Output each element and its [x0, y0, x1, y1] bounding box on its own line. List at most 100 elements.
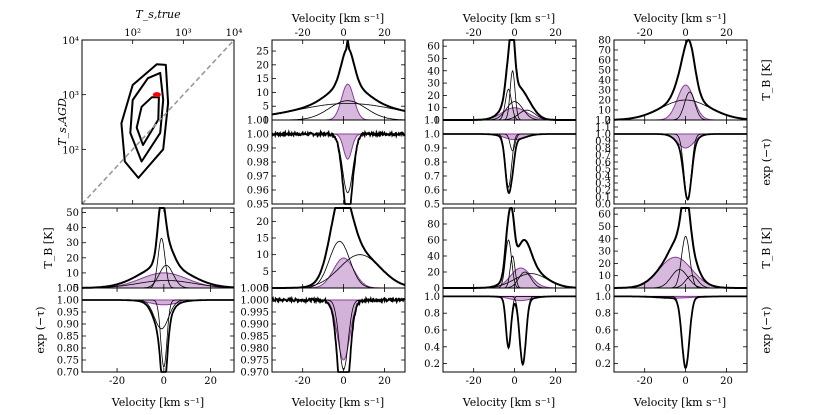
y-tick-label: 0.70 [57, 368, 79, 379]
velocity-axis-label-bottom: Velocity [km s⁻¹] [462, 396, 555, 409]
contour-level-1 [120, 63, 170, 179]
axes-frame-r4c2 [271, 287, 406, 373]
y-tick-label: 0 [73, 284, 79, 295]
contour-level-2 [129, 71, 165, 163]
y-tick-label: 0.1 [595, 193, 611, 204]
x-tick-label: -20 [295, 28, 311, 39]
y-tick-label: 0.995 [240, 308, 269, 319]
total-emission-line [82, 207, 234, 289]
emission-ylabel: T_B [K] [760, 227, 773, 268]
y-tick-label: 0 [263, 284, 269, 295]
y-tick-label: 80 [427, 220, 440, 231]
y-tick-label: 0 [434, 116, 440, 127]
x-tick-label: 20 [720, 376, 733, 387]
axes-frame-r4c3 [442, 287, 577, 373]
y-tick-label: 25 [256, 47, 269, 58]
y-tick-label: 40 [427, 66, 440, 77]
y-tick-label: 0.8 [424, 158, 440, 169]
y-tick-label: 0.98 [247, 158, 269, 169]
y-tick-label: 0.5 [595, 165, 611, 176]
component-absorption [443, 296, 576, 365]
y-tick-label: 30 [598, 247, 611, 258]
y-tick-label: 20 [256, 60, 269, 71]
y-tick-label: 0.95 [57, 308, 79, 319]
velocity-axis-label-top: Velocity [km s⁻¹] [633, 12, 726, 25]
y-tick-label: 0.97 [247, 172, 269, 183]
panel-r2c3 [443, 133, 576, 195]
x-tick-label: -20 [637, 376, 653, 387]
y-tick-label: 1.01 [247, 116, 269, 127]
x-tick-label: 10⁴ [226, 28, 243, 39]
y-tick-label: 1.00 [57, 296, 79, 307]
x-tick-label: 20 [720, 28, 733, 39]
y-tick-label: 0.8 [595, 309, 611, 320]
x-tick-label: -20 [637, 28, 653, 39]
y-tick-label: 0.95 [247, 200, 269, 211]
y-tick-label: 50 [427, 54, 440, 65]
x-axis-label: T_s,true [135, 8, 181, 21]
y-tick-label: 0.6 [424, 326, 440, 337]
y-tick-label: 0 [434, 284, 440, 295]
y-tick-label: 0.2 [595, 186, 611, 197]
y-tick-label: 1.000 [240, 296, 269, 307]
velocity-axis-label-bottom: Velocity [km s⁻¹] [291, 396, 384, 409]
x-tick-label: 0 [511, 376, 517, 387]
one-to-one-line [81, 39, 235, 205]
y-tick-label: 0.85 [57, 332, 79, 343]
panel-r3c2 [272, 207, 406, 289]
y-tick-label: 40 [598, 76, 611, 87]
y-tick-label: 1.0 [595, 292, 611, 303]
y-tick-label: 0.970 [240, 368, 269, 379]
y-tick-label: 30 [66, 238, 79, 249]
panel-r2c4 [614, 133, 747, 201]
y-tick-label: 1.0 [424, 292, 440, 303]
x-tick-label: 0 [340, 376, 346, 387]
x-tick-label: 0 [511, 28, 517, 39]
y-tick-label: 20 [427, 268, 440, 279]
y-tick-label: 10² [62, 145, 79, 156]
y-tick-label: 80 [598, 36, 611, 47]
y-tick-label: 0.6 [595, 326, 611, 337]
y-tick-label: 20 [427, 91, 440, 102]
y-axis-label: T_s,AGD [56, 98, 69, 146]
y-tick-label: 1.1 [595, 123, 611, 134]
x-tick-label: 20 [378, 376, 391, 387]
contour-frame [81, 39, 235, 205]
velocity-axis-label-top: Velocity [km s⁻¹] [462, 12, 555, 25]
x-tick-label: -20 [466, 376, 482, 387]
total-emission-line [614, 38, 747, 121]
y-tick-label: 60 [598, 210, 611, 221]
y-tick-label: 0.980 [240, 344, 269, 355]
y-tick-label: 1.00 [247, 130, 269, 141]
y-tick-label: 40 [598, 234, 611, 245]
x-tick-label: 20 [204, 376, 217, 387]
y-tick-label: 10 [66, 268, 79, 279]
y-tick-label: 0.0 [595, 200, 611, 211]
y-tick-label: 20 [598, 96, 611, 107]
total-absorption-line [271, 129, 406, 205]
y-tick-label: 5 [263, 267, 269, 278]
x-tick-label: 10³ [175, 28, 192, 39]
y-tick-label: 0 [605, 284, 611, 295]
y-tick-label: 15 [256, 74, 269, 85]
total-absorption-line [614, 295, 747, 370]
y-tick-label: 20 [256, 217, 269, 228]
y-tick-label: 0.4 [595, 172, 611, 183]
panel-r4c1 [82, 299, 234, 373]
y-tick-label: 20 [598, 259, 611, 270]
y-tick-label: 0.990 [240, 320, 269, 331]
y-tick-label: 0.6 [595, 158, 611, 169]
y-tick-label: 70 [598, 46, 611, 57]
velocity-axis-label-bottom: Velocity [km s⁻¹] [633, 396, 726, 409]
y-tick-label: 60 [427, 236, 440, 247]
panel-r4c3 [443, 295, 576, 367]
y-tick-label: 0.5 [424, 200, 440, 211]
y-tick-label: 50 [66, 208, 79, 219]
y-tick-label: 0.80 [57, 344, 79, 355]
y-tick-label: 40 [427, 252, 440, 263]
y-tick-label: 10⁴ [62, 36, 79, 47]
y-tick-label: 15 [256, 234, 269, 245]
y-tick-label: 1.005 [240, 284, 269, 295]
y-tick-label: 0.75 [57, 356, 79, 367]
x-tick-label: 0 [682, 376, 688, 387]
